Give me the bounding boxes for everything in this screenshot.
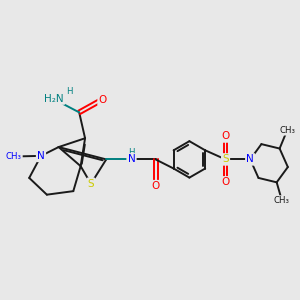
Text: O: O <box>99 95 107 105</box>
Text: O: O <box>221 131 230 142</box>
Text: O: O <box>152 181 160 191</box>
Text: H: H <box>66 87 72 96</box>
Text: S: S <box>88 179 94 189</box>
Text: CH₃: CH₃ <box>274 196 290 205</box>
Text: CH₃: CH₃ <box>6 152 22 161</box>
Text: S: S <box>222 154 229 164</box>
Text: N: N <box>37 151 45 161</box>
Text: N: N <box>246 154 254 164</box>
Text: CH₃: CH₃ <box>279 125 295 134</box>
Text: H₂N: H₂N <box>44 94 64 103</box>
Text: N: N <box>128 154 135 164</box>
Text: H: H <box>128 148 135 157</box>
Text: O: O <box>221 177 230 187</box>
